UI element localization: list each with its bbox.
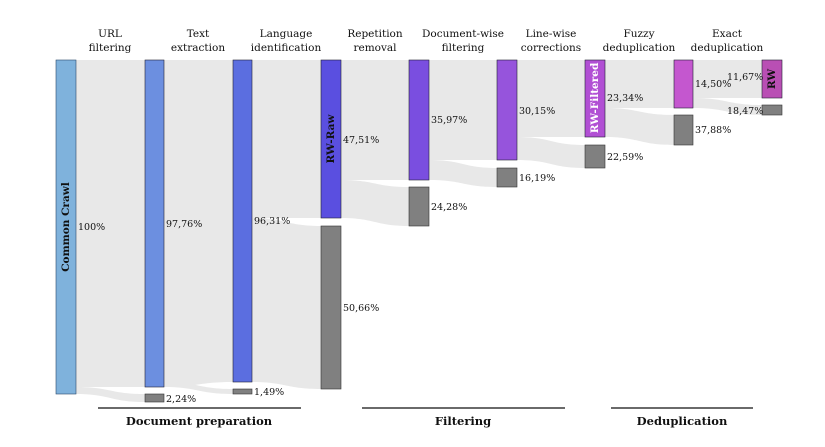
pct-removed-line: 16,19% bbox=[519, 173, 555, 184]
node-text-kept bbox=[232, 59, 253, 383]
stage-header-line-l2: corrections bbox=[521, 42, 581, 54]
flow-text-to-rep-removed bbox=[252, 218, 321, 389]
group-label-filtering: Filtering bbox=[435, 414, 491, 428]
node-fuzzy-kept bbox=[673, 59, 694, 109]
flow-line-to-fuzzy bbox=[517, 60, 585, 137]
node-rep-removed bbox=[320, 225, 342, 390]
stage-header-exact-l1: Exact bbox=[712, 28, 743, 40]
stage-header-doc-l2: filtering bbox=[442, 42, 485, 54]
stage-header-rep-l2: removal bbox=[353, 42, 397, 54]
stage-header-doc-l1: Document-wise bbox=[422, 28, 504, 40]
pct-removed-text: 1,49% bbox=[254, 387, 284, 398]
kept-percentages: 100% 97,76% 96,31% 47,51% 35,97% 30,15% … bbox=[78, 72, 763, 233]
flow-url-to-text bbox=[164, 60, 233, 387]
pct-removed-rw: 18,47% bbox=[727, 106, 763, 117]
pct-kept-common-crawl: 100% bbox=[78, 222, 105, 233]
node-doc-kept bbox=[408, 59, 430, 181]
flow-fuzzy-to-exact bbox=[605, 60, 674, 108]
pct-removed-url: 2,24% bbox=[166, 394, 196, 405]
removed-percentages: 2,24% 1,49% 50,66% 24,28% 16,19% 22,59% … bbox=[166, 106, 763, 405]
pct-removed-rep: 50,66% bbox=[343, 303, 379, 314]
node-rw-raw bbox=[320, 59, 342, 219]
flow-text-to-rep bbox=[252, 60, 321, 218]
node-line-removed bbox=[496, 167, 518, 188]
stage-header-lang-l1: Language bbox=[260, 28, 313, 40]
flow-rep-to-doc bbox=[341, 60, 409, 180]
stage-header-text-l2: extraction bbox=[171, 42, 225, 54]
node-rw-removed bbox=[761, 104, 783, 116]
node-fuzzy-removed bbox=[584, 144, 606, 169]
flows bbox=[76, 60, 762, 402]
node-url-removed bbox=[144, 393, 165, 403]
node-label-rw: RW bbox=[766, 69, 778, 89]
pct-removed-fuzzy: 22,59% bbox=[607, 152, 643, 163]
stage-header-url-l2: filtering bbox=[89, 42, 132, 54]
stage-header-rep-l1: Repetition bbox=[347, 28, 403, 40]
node-line-kept bbox=[496, 59, 518, 161]
stage-headers: URL filtering Text extraction Language i… bbox=[89, 28, 764, 54]
pct-kept-exact: 14,50% bbox=[695, 79, 731, 90]
node-label-common-crawl: Common Crawl bbox=[60, 182, 72, 272]
stage-header-url-l1: URL bbox=[98, 28, 122, 40]
node-label-rw-filtered: RW-Filtered bbox=[589, 62, 601, 133]
node-exact-removed bbox=[673, 114, 694, 146]
flow-exact-to-rw-removed bbox=[693, 98, 762, 115]
pct-removed-doc: 24,28% bbox=[431, 202, 467, 213]
flow-rep-to-doc-removed bbox=[341, 180, 409, 226]
node-rw bbox=[761, 59, 783, 99]
stage-header-lang-l2: identification bbox=[251, 42, 322, 54]
node-doc-removed bbox=[408, 186, 430, 227]
group-label-deduplication: Deduplication bbox=[637, 414, 728, 428]
flow-exact-to-rw bbox=[693, 60, 762, 98]
stage-header-text-l1: Text bbox=[187, 28, 210, 40]
node-label-rw-raw: RW-Raw bbox=[325, 114, 337, 164]
pct-removed-exact: 37,88% bbox=[695, 125, 731, 136]
stage-header-fuzzy-l2: deduplication bbox=[603, 42, 676, 54]
node-rw-filtered bbox=[584, 59, 606, 138]
flow-fuzzy-to-exact-removed bbox=[605, 108, 674, 145]
flow-line-to-fuzzy-removed bbox=[517, 137, 585, 168]
stage-header-fuzzy-l1: Fuzzy bbox=[623, 28, 654, 40]
pct-kept-line: 30,15% bbox=[519, 106, 555, 117]
pct-kept-rep: 47,51% bbox=[343, 135, 379, 146]
pct-kept-fuzzy: 23,34% bbox=[607, 93, 643, 104]
group-brackets: Document preparation Filtering Deduplica… bbox=[98, 407, 753, 428]
pct-kept-url: 97,76% bbox=[166, 219, 202, 230]
node-text-removed bbox=[232, 388, 253, 395]
pct-kept-rw: 11,67% bbox=[727, 72, 763, 83]
stage-header-line-l1: Line-wise bbox=[526, 28, 577, 40]
nodes bbox=[55, 59, 783, 403]
stage-header-exact-l2: deduplication bbox=[691, 42, 764, 54]
pct-kept-text: 96,31% bbox=[254, 216, 290, 227]
flow-doc-to-line-removed bbox=[429, 160, 497, 187]
pct-kept-doc: 35,97% bbox=[431, 115, 467, 126]
node-common-crawl bbox=[55, 59, 77, 395]
flow-cc-to-url-removed bbox=[76, 387, 145, 402]
group-label-document-preparation: Document preparation bbox=[126, 414, 273, 428]
flow-cc-to-url bbox=[76, 60, 145, 387]
flow-doc-to-line bbox=[429, 60, 497, 160]
flow-url-to-text-removed bbox=[164, 382, 233, 394]
node-url-kept bbox=[144, 59, 165, 388]
